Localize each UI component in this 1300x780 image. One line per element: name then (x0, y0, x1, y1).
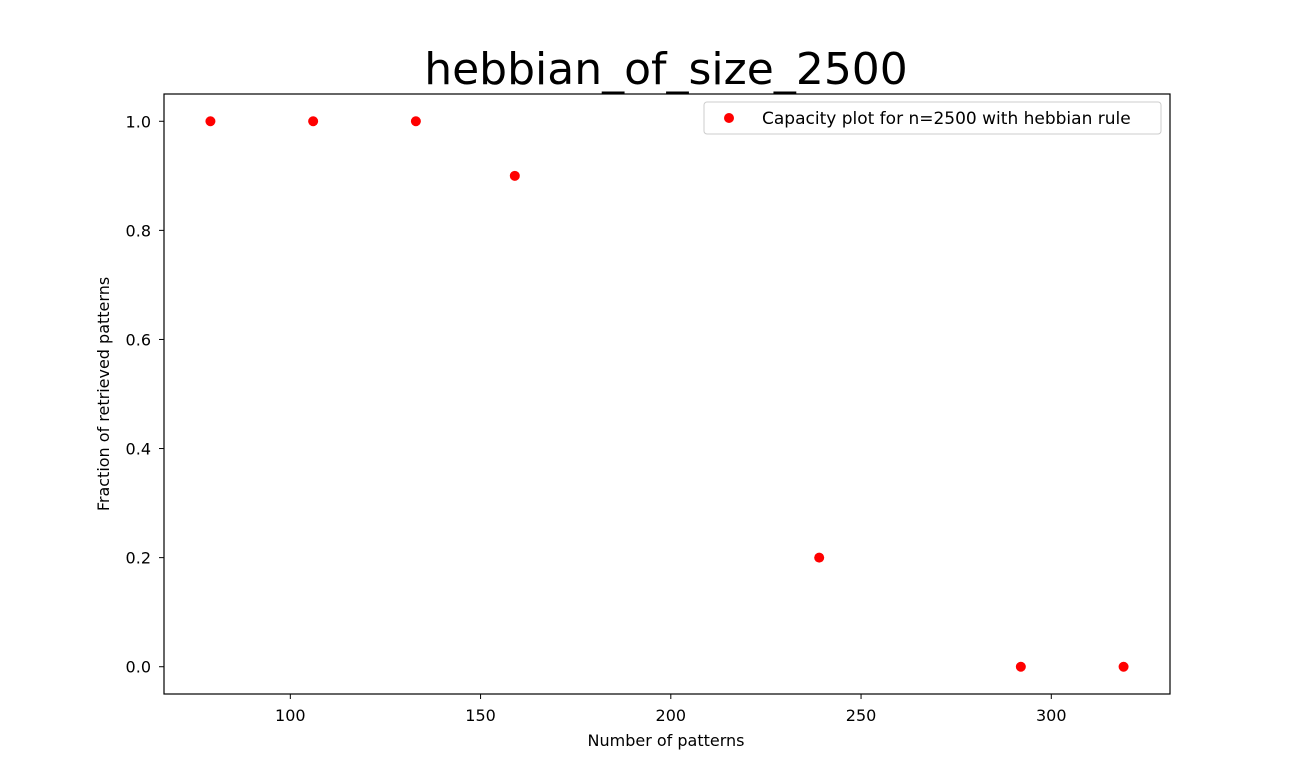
x-axis: 100 150 200 250 300 (275, 694, 1067, 725)
legend-box (703, 101, 1162, 135)
x-tick-label: 300 (1036, 706, 1067, 725)
plot-area-frame (163, 93, 1171, 695)
data-point (1015, 661, 1026, 672)
data-point (410, 116, 421, 127)
data-point (205, 116, 216, 127)
y-tick-label: 0.6 (126, 330, 151, 349)
x-tick-label: 100 (275, 706, 306, 725)
data-point (509, 170, 520, 181)
x-tick-label: 250 (846, 706, 877, 725)
data-point (1118, 661, 1129, 672)
data-point (308, 116, 319, 127)
legend-label: Capacity plot for n=2500 with hebbian ru… (762, 109, 1131, 129)
chart-title: hebbian_of_size_2500 (424, 44, 908, 95)
legend: Capacity plot for n=2500 with hebbian ru… (703, 101, 1162, 135)
legend-marker (724, 113, 734, 123)
y-tick-label: 1.0 (126, 112, 151, 131)
y-tick-label: 0.0 (126, 658, 151, 677)
y-tick-label: 0.2 (126, 549, 151, 568)
data-point (814, 552, 825, 563)
data-points (205, 116, 1129, 672)
y-tick-label: 0.8 (126, 221, 151, 240)
x-tick-label: 200 (656, 706, 687, 725)
x-axis-label: Number of patterns (588, 731, 745, 750)
y-axis-label: Fraction of retrieved patterns (94, 277, 113, 511)
y-tick-label: 0.4 (126, 440, 151, 459)
y-axis: 0.0 0.2 0.4 0.6 0.8 1.0 (126, 112, 164, 677)
x-tick-label: 150 (465, 706, 496, 725)
